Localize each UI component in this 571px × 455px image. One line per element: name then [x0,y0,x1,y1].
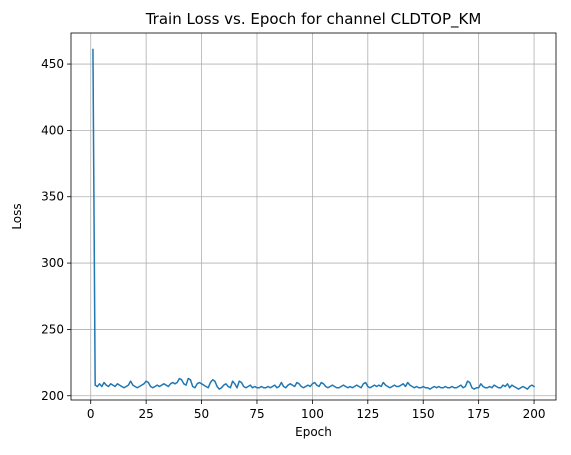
x-tick-label: 200 [523,407,546,421]
y-tick-label: 450 [41,57,64,71]
y-tick-label: 400 [41,123,64,137]
x-tick-label: 25 [139,407,154,421]
x-tick-label: 75 [249,407,264,421]
x-tick-label: 125 [356,407,379,421]
y-axis-label: Loss [10,203,24,229]
y-tick-label: 200 [41,389,64,403]
y-tick-label: 250 [41,322,64,336]
grid [71,33,556,400]
ticks: 0 25 50 75 100 125 150 175 200 200 250 300 350 400 450 [41,57,545,421]
x-tick-label: 0 [87,407,95,421]
y-tick-label: 300 [41,256,64,270]
plot-frame [70,32,557,401]
y-tick-label: 350 [41,190,64,204]
x-tick-label: 175 [467,407,490,421]
chart-title: Train Loss vs. Epoch for channel CLDTOP_… [145,10,482,29]
x-tick-label: 50 [194,407,209,421]
x-axis-label: Epoch [295,425,332,439]
series-line-train-loss [92,48,536,390]
series-layer [92,48,536,390]
x-tick-label: 100 [301,407,324,421]
x-tick-label: 150 [412,407,435,421]
